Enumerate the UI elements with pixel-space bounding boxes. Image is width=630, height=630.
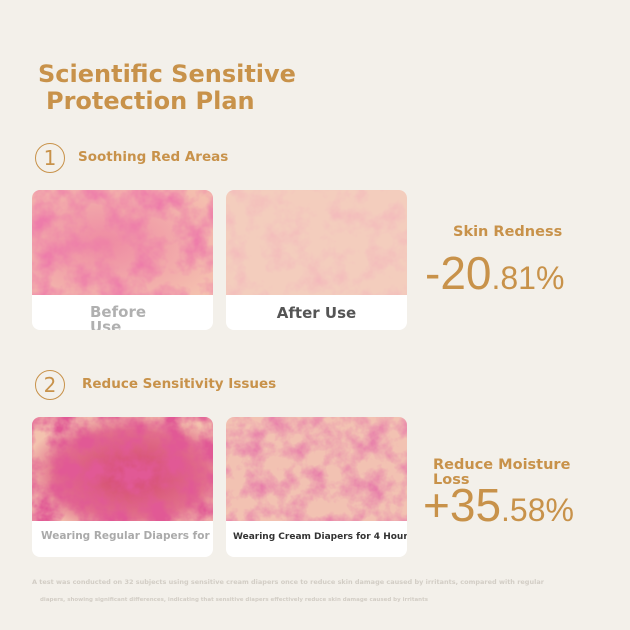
section-heading: Reduce Sensitivity Issues: [82, 376, 277, 392]
caption: Wearing Cream Diapers for 4 Hours: [233, 532, 407, 542]
caption: Wearing Regular Diapers for 4 Hours: [41, 530, 213, 542]
value-main: +35: [423, 479, 502, 531]
skin-image: [32, 417, 213, 521]
value-main: -20: [425, 247, 492, 299]
image-card: Wearing Regular Diapers for 4 Hours: [32, 417, 213, 557]
metric-value: +35.58%: [423, 478, 574, 532]
title-line: Protection Plan: [46, 87, 255, 115]
section-heading: Soothing Red Areas: [78, 149, 229, 165]
skin-image: [32, 190, 213, 295]
footnote: diapers, showing significant differences…: [40, 597, 428, 603]
step-number: 1: [35, 143, 65, 173]
image-card: Wearing Cream Diapers for 4 Hours: [226, 417, 407, 557]
metric-label: Reduce Moisture Loss: [433, 457, 571, 488]
metric-value: -20.81%: [425, 246, 564, 300]
metric-label: Skin Redness: [453, 224, 563, 240]
step-number: 2: [35, 370, 65, 400]
skin-image: [226, 417, 407, 521]
value-rest: .81%: [491, 260, 565, 296]
title-line: Scientific Sensitive: [38, 60, 296, 88]
image-card: After Use: [226, 190, 407, 330]
caption: After Use: [276, 304, 357, 322]
value-rest: .58%: [501, 492, 574, 528]
skin-image: [226, 190, 407, 295]
footnote: A test was conducted on 32 subjects usin…: [32, 578, 544, 586]
image-card: Before Use: [32, 190, 213, 330]
caption: Before Use: [90, 305, 147, 330]
